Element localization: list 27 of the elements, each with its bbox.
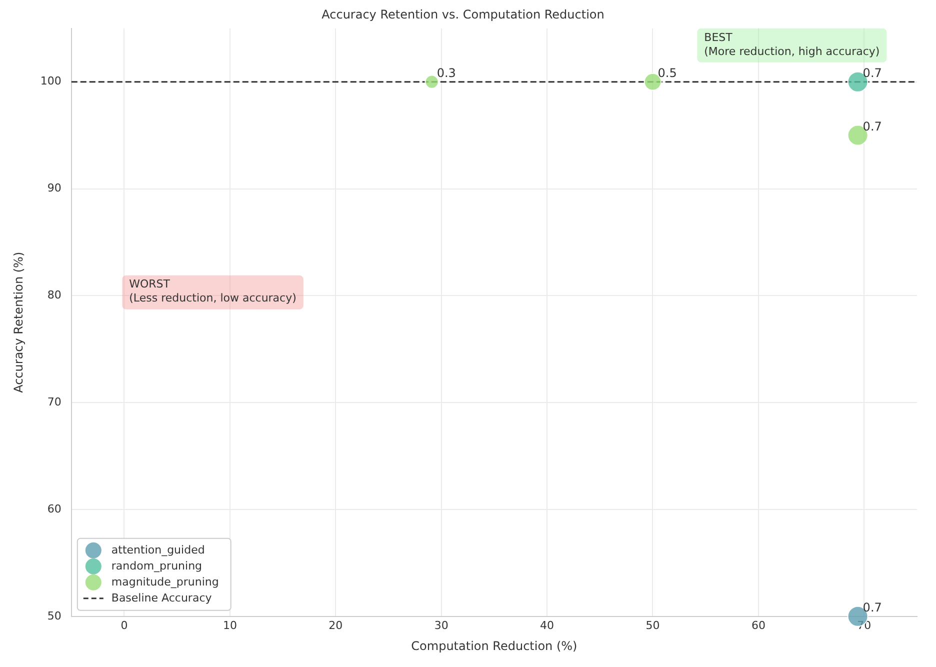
y-tick-label: 50 xyxy=(47,609,62,622)
y-tick-label: 70 xyxy=(47,395,62,408)
annotation: 0.3 xyxy=(436,66,456,80)
y-axis-title: Accuracy Retention (%) xyxy=(11,252,26,393)
y-tick-label: 80 xyxy=(47,288,62,302)
y-tick-label: 100 xyxy=(40,74,62,88)
x-tick-label: 10 xyxy=(222,618,237,632)
x-tick-label: 30 xyxy=(434,618,448,632)
annotation: 0.7 xyxy=(862,600,882,615)
annotation: 0.7 xyxy=(862,119,882,134)
y-tick-label: 90 xyxy=(47,182,62,195)
annotation: 0.7 xyxy=(862,66,882,80)
legend-label: magnitude_pruning xyxy=(111,575,219,588)
x-tick-label: 40 xyxy=(540,618,554,632)
annotation: BEST (More reduction, high accuracy) xyxy=(704,30,880,58)
x-tick-label: 60 xyxy=(751,618,766,632)
legend-label: random_pruning xyxy=(111,559,202,572)
legend-label: attention_guided xyxy=(111,543,205,556)
x-axis-title: Computation Reduction (%) xyxy=(411,638,578,653)
x-tick-label: 50 xyxy=(646,618,660,632)
chart-title: Accuracy Retention vs. Computation Reduction xyxy=(322,7,604,22)
y-tick-label: 60 xyxy=(47,502,62,516)
x-tick-label: 0 xyxy=(120,618,128,632)
x-tick-label: 20 xyxy=(328,618,343,632)
annotation: WORST (Less reduction, low accuracy) xyxy=(129,278,296,305)
annotation: 0.5 xyxy=(658,66,677,80)
legend-label: Baseline Accuracy xyxy=(111,591,212,604)
